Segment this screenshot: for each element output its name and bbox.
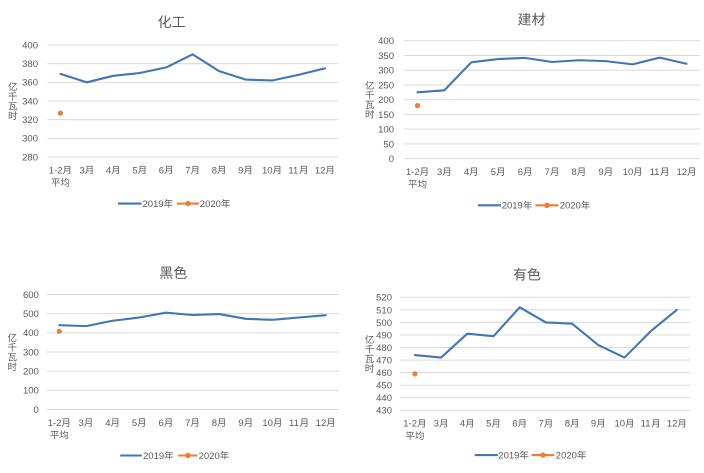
svg-text:320: 320: [22, 115, 38, 126]
svg-text:0: 0: [34, 405, 39, 416]
svg-text:6: 6: [158, 418, 163, 429]
svg-text:2020: 2020: [556, 451, 577, 462]
svg-text:2019: 2019: [143, 451, 164, 462]
svg-text:300: 300: [22, 134, 38, 145]
svg-text:50: 50: [383, 139, 394, 150]
svg-text:400: 400: [23, 328, 39, 339]
svg-text:7: 7: [185, 165, 190, 176]
svg-text:1-2: 1-2: [406, 167, 420, 178]
svg-text:2020: 2020: [560, 201, 581, 212]
svg-text:9: 9: [238, 418, 243, 429]
svg-text:500: 500: [23, 309, 39, 320]
svg-text:10: 10: [614, 419, 625, 430]
svg-text:10: 10: [623, 167, 634, 178]
svg-text:11: 11: [289, 418, 299, 429]
svg-text:340: 340: [22, 96, 38, 107]
svg-text:5: 5: [491, 167, 496, 178]
svg-text:7: 7: [539, 419, 544, 430]
svg-text:4: 4: [460, 419, 465, 430]
svg-text:5: 5: [486, 419, 491, 430]
svg-text:100: 100: [378, 125, 394, 136]
svg-text:7: 7: [185, 418, 190, 429]
svg-text:3: 3: [434, 419, 439, 430]
svg-text:280: 280: [22, 152, 38, 163]
svg-text:10: 10: [262, 165, 273, 176]
svg-text:2019: 2019: [498, 451, 519, 462]
svg-text:400: 400: [378, 36, 394, 47]
svg-text:3: 3: [79, 418, 84, 429]
svg-text:2019: 2019: [502, 201, 523, 212]
svg-text:500: 500: [376, 318, 392, 329]
svg-text:200: 200: [378, 95, 394, 106]
svg-text:0: 0: [389, 154, 394, 165]
svg-text:5: 5: [132, 165, 137, 176]
svg-text:7: 7: [545, 167, 550, 178]
svg-text:360: 360: [22, 78, 38, 89]
svg-text:460: 460: [376, 368, 392, 379]
svg-text:300: 300: [23, 347, 39, 358]
svg-text:350: 350: [378, 51, 394, 62]
svg-text:400: 400: [22, 40, 38, 51]
svg-text:1-2: 1-2: [403, 419, 417, 430]
svg-text:380: 380: [22, 59, 38, 70]
svg-text:450: 450: [376, 381, 392, 392]
svg-text:8: 8: [212, 165, 217, 176]
svg-text:8: 8: [572, 167, 577, 178]
svg-text:4: 4: [464, 167, 469, 178]
svg-text:600: 600: [23, 290, 39, 301]
svg-text:1-2: 1-2: [48, 418, 62, 429]
svg-text:6: 6: [159, 165, 164, 176]
svg-text:8: 8: [565, 419, 570, 430]
svg-text:9: 9: [591, 419, 596, 430]
svg-text:520: 520: [376, 293, 392, 304]
svg-text:2020: 2020: [199, 451, 220, 462]
svg-text:470: 470: [376, 355, 392, 366]
svg-text:3: 3: [437, 167, 442, 178]
svg-text:12: 12: [676, 167, 687, 178]
svg-text:480: 480: [376, 343, 392, 354]
svg-text:12: 12: [315, 165, 326, 176]
svg-text:200: 200: [23, 367, 39, 378]
svg-text:6: 6: [518, 167, 523, 178]
svg-text:100: 100: [23, 386, 39, 397]
svg-text:11: 11: [288, 165, 298, 176]
svg-text:11: 11: [650, 167, 660, 178]
svg-text:510: 510: [376, 305, 392, 316]
svg-text:440: 440: [376, 393, 392, 404]
svg-text:2019: 2019: [143, 199, 164, 210]
svg-text:430: 430: [376, 406, 392, 417]
svg-text:11: 11: [641, 419, 651, 430]
svg-text:12: 12: [667, 419, 678, 430]
svg-text:4: 4: [105, 418, 110, 429]
svg-text:12: 12: [316, 418, 327, 429]
svg-text:300: 300: [378, 66, 394, 77]
svg-text:490: 490: [376, 330, 392, 341]
svg-text:9: 9: [598, 167, 603, 178]
svg-text:6: 6: [512, 419, 517, 430]
svg-text:10: 10: [262, 418, 273, 429]
svg-text:3: 3: [79, 165, 84, 176]
svg-text:9: 9: [238, 165, 243, 176]
svg-text:1-2: 1-2: [49, 165, 63, 176]
svg-text:5: 5: [132, 418, 137, 429]
svg-text:150: 150: [378, 110, 394, 121]
svg-text:8: 8: [212, 418, 217, 429]
svg-text:4: 4: [106, 165, 111, 176]
svg-text:2020: 2020: [200, 199, 221, 210]
svg-text:250: 250: [378, 80, 394, 91]
